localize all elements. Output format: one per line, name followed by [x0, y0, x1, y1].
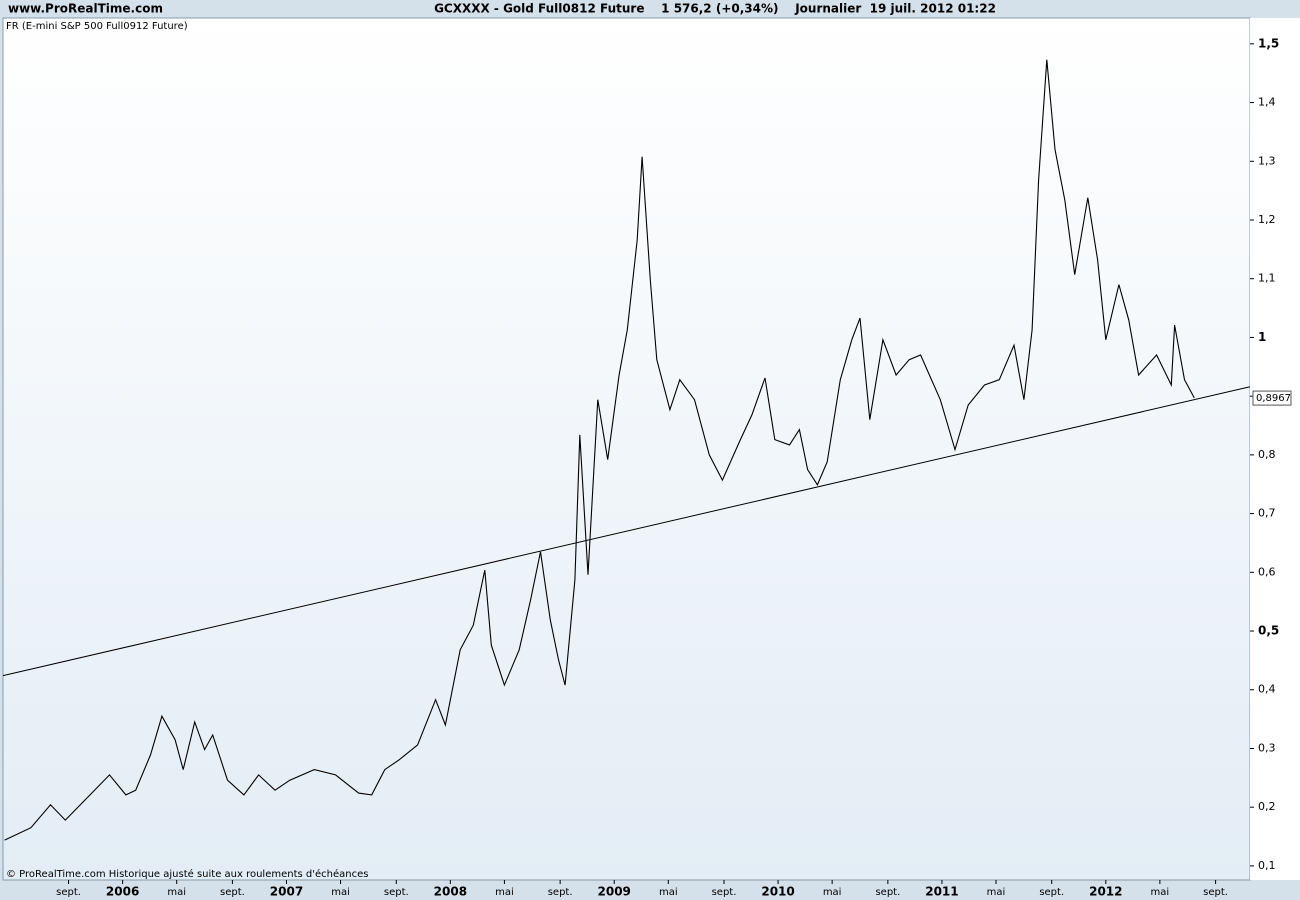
y-tick-label: 0,1 — [1258, 859, 1276, 872]
x-tick-label: mai — [987, 887, 1006, 898]
site-name: www.ProRealTime.com — [8, 2, 163, 16]
subtitle: FR (E-mini S&P 500 Full0912 Future) — [6, 21, 188, 32]
y-tick-label: 1,2 — [1258, 213, 1276, 226]
x-tick-label: sept. — [384, 887, 409, 898]
y-tick-label: 1,1 — [1258, 272, 1276, 285]
x-tick-label: 2012 — [1089, 885, 1122, 899]
x-tick-label: mai — [495, 887, 514, 898]
y-tick-label: 0,5 — [1258, 624, 1279, 638]
footer: © ProRealTime.com Historique ajusté suit… — [6, 868, 368, 880]
x-tick-label: mai — [331, 887, 350, 898]
y-axis-strip — [1250, 18, 1300, 880]
x-tick-label: 2009 — [598, 885, 631, 899]
y-tick-label: 0,3 — [1258, 741, 1276, 754]
y-tick-label: 1 — [1258, 330, 1266, 344]
y-tick-label: 0,7 — [1258, 507, 1276, 520]
x-tick-label: mai — [659, 887, 678, 898]
x-tick-label: mai — [823, 887, 842, 898]
x-tick-label: mai — [167, 887, 186, 898]
x-tick-label: 2011 — [925, 885, 958, 899]
x-tick-label: 2006 — [106, 885, 139, 899]
x-tick-label: sept. — [548, 887, 573, 898]
x-tick-label: 2010 — [761, 885, 794, 899]
x-tick-label: sept. — [220, 887, 245, 898]
y-tick-label: 0,2 — [1258, 800, 1276, 813]
y-tick-label: 1,4 — [1258, 96, 1276, 109]
x-tick-label: sept. — [1203, 887, 1228, 898]
trend-line — [2, 386, 1251, 677]
x-tick-label: 2007 — [270, 885, 303, 899]
x-tick-label: mai — [1151, 887, 1170, 898]
y-tick-label: 0,6 — [1258, 565, 1276, 578]
y-tick-label: 0,8 — [1258, 448, 1276, 461]
x-tick-label: sept. — [712, 887, 737, 898]
last-value-label: 0,8967 — [1256, 393, 1291, 404]
y-tick-label: 0,4 — [1258, 683, 1276, 696]
x-tick-label: sept. — [56, 887, 81, 898]
x-tick-label: 2008 — [434, 885, 467, 899]
plot-area — [2, 17, 1251, 881]
chart-title: GCXXXX - Gold Full0812 Future 1 576,2 (+… — [434, 2, 996, 16]
y-tick-label: 1,5 — [1258, 36, 1279, 50]
x-tick-label: sept. — [1039, 887, 1064, 898]
x-tick-label: sept. — [875, 887, 900, 898]
last-value-box — [1252, 390, 1292, 406]
y-tick-label: 1,3 — [1258, 154, 1276, 167]
price-line — [4, 59, 1195, 841]
